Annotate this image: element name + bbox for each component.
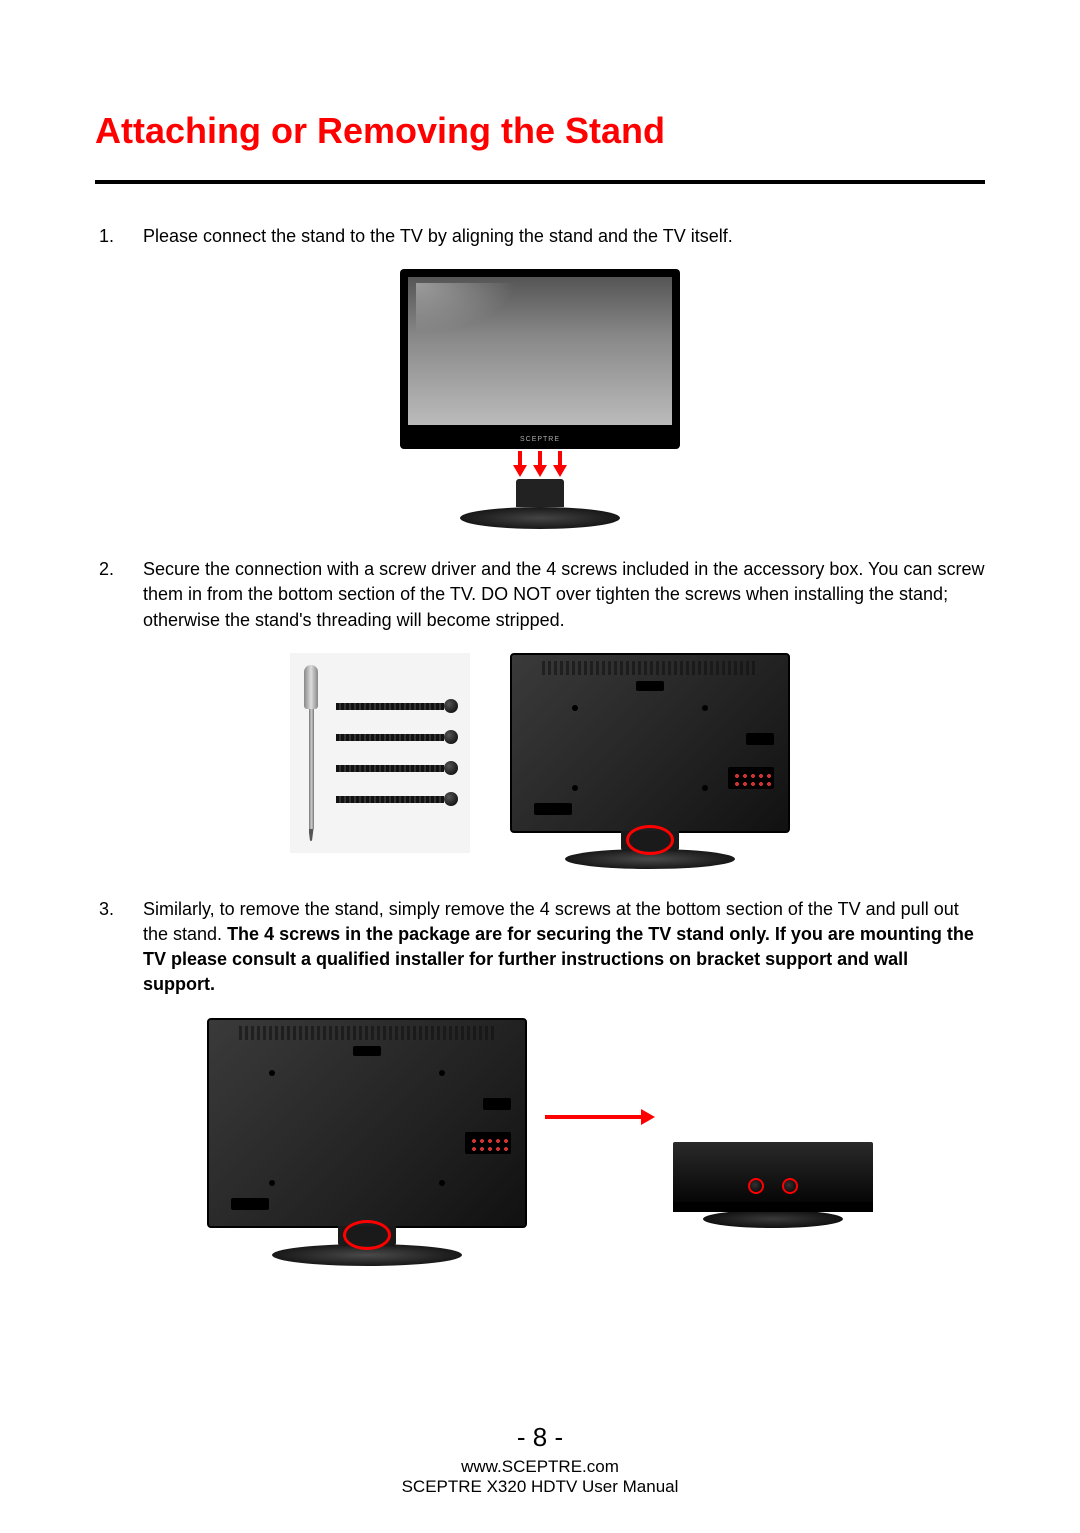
step-2-text: Secure the connection with a screw drive… xyxy=(143,557,985,633)
step-3-text-bold: The 4 screws in the package are for secu… xyxy=(143,924,974,994)
step-2: 2. Secure the connection with a screw dr… xyxy=(95,557,985,633)
page-footer: - 8 - www.SCEPTRE.com SCEPTRE X320 HDTV … xyxy=(0,1422,1080,1497)
highlight-circle-icon xyxy=(626,825,674,855)
stand-neck-back-icon xyxy=(621,831,679,851)
down-arrows-icon xyxy=(400,451,680,479)
tools-panel-icon xyxy=(290,653,470,853)
highlight-circle-icon xyxy=(343,1220,391,1250)
step-1-text: Please connect the stand to the TV by al… xyxy=(143,224,985,249)
tv-back-panel-icon xyxy=(510,653,790,869)
screws-icon xyxy=(336,665,458,841)
screw-hole-icon xyxy=(782,1178,798,1194)
tv-logo-text: SCEPTRE xyxy=(520,436,560,443)
stand-base-icon xyxy=(460,507,620,529)
figure-1-panel: SCEPTRE xyxy=(400,269,680,529)
zoom-detail-icon xyxy=(673,1142,873,1242)
page-heading: Attaching or Removing the Stand xyxy=(95,110,985,152)
figure-3 xyxy=(95,1018,985,1266)
step-3-number: 3. xyxy=(95,897,143,998)
page-number: - 8 - xyxy=(0,1422,1080,1453)
figure-1: SCEPTRE xyxy=(95,269,985,529)
tv-front-icon: SCEPTRE xyxy=(400,269,680,449)
tv-back-large-icon xyxy=(207,1018,527,1266)
tv-screen-icon xyxy=(408,277,672,425)
step-2-number: 2. xyxy=(95,557,143,633)
heading-rule xyxy=(95,180,985,184)
callout-arrow-icon xyxy=(545,1112,655,1122)
figure-2 xyxy=(95,653,985,869)
step-1-number: 1. xyxy=(95,224,143,249)
step-3-text: Similarly, to remove the stand, simply r… xyxy=(143,897,985,998)
step-3: 3. Similarly, to remove the stand, simpl… xyxy=(95,897,985,998)
screw-hole-icon xyxy=(748,1178,764,1194)
footer-url: www.SCEPTRE.com xyxy=(0,1457,1080,1477)
step-1: 1. Please connect the stand to the TV by… xyxy=(95,224,985,249)
screwdriver-icon xyxy=(302,665,320,841)
footer-manual-title: SCEPTRE X320 HDTV User Manual xyxy=(0,1477,1080,1497)
stand-neck-icon xyxy=(516,479,564,507)
